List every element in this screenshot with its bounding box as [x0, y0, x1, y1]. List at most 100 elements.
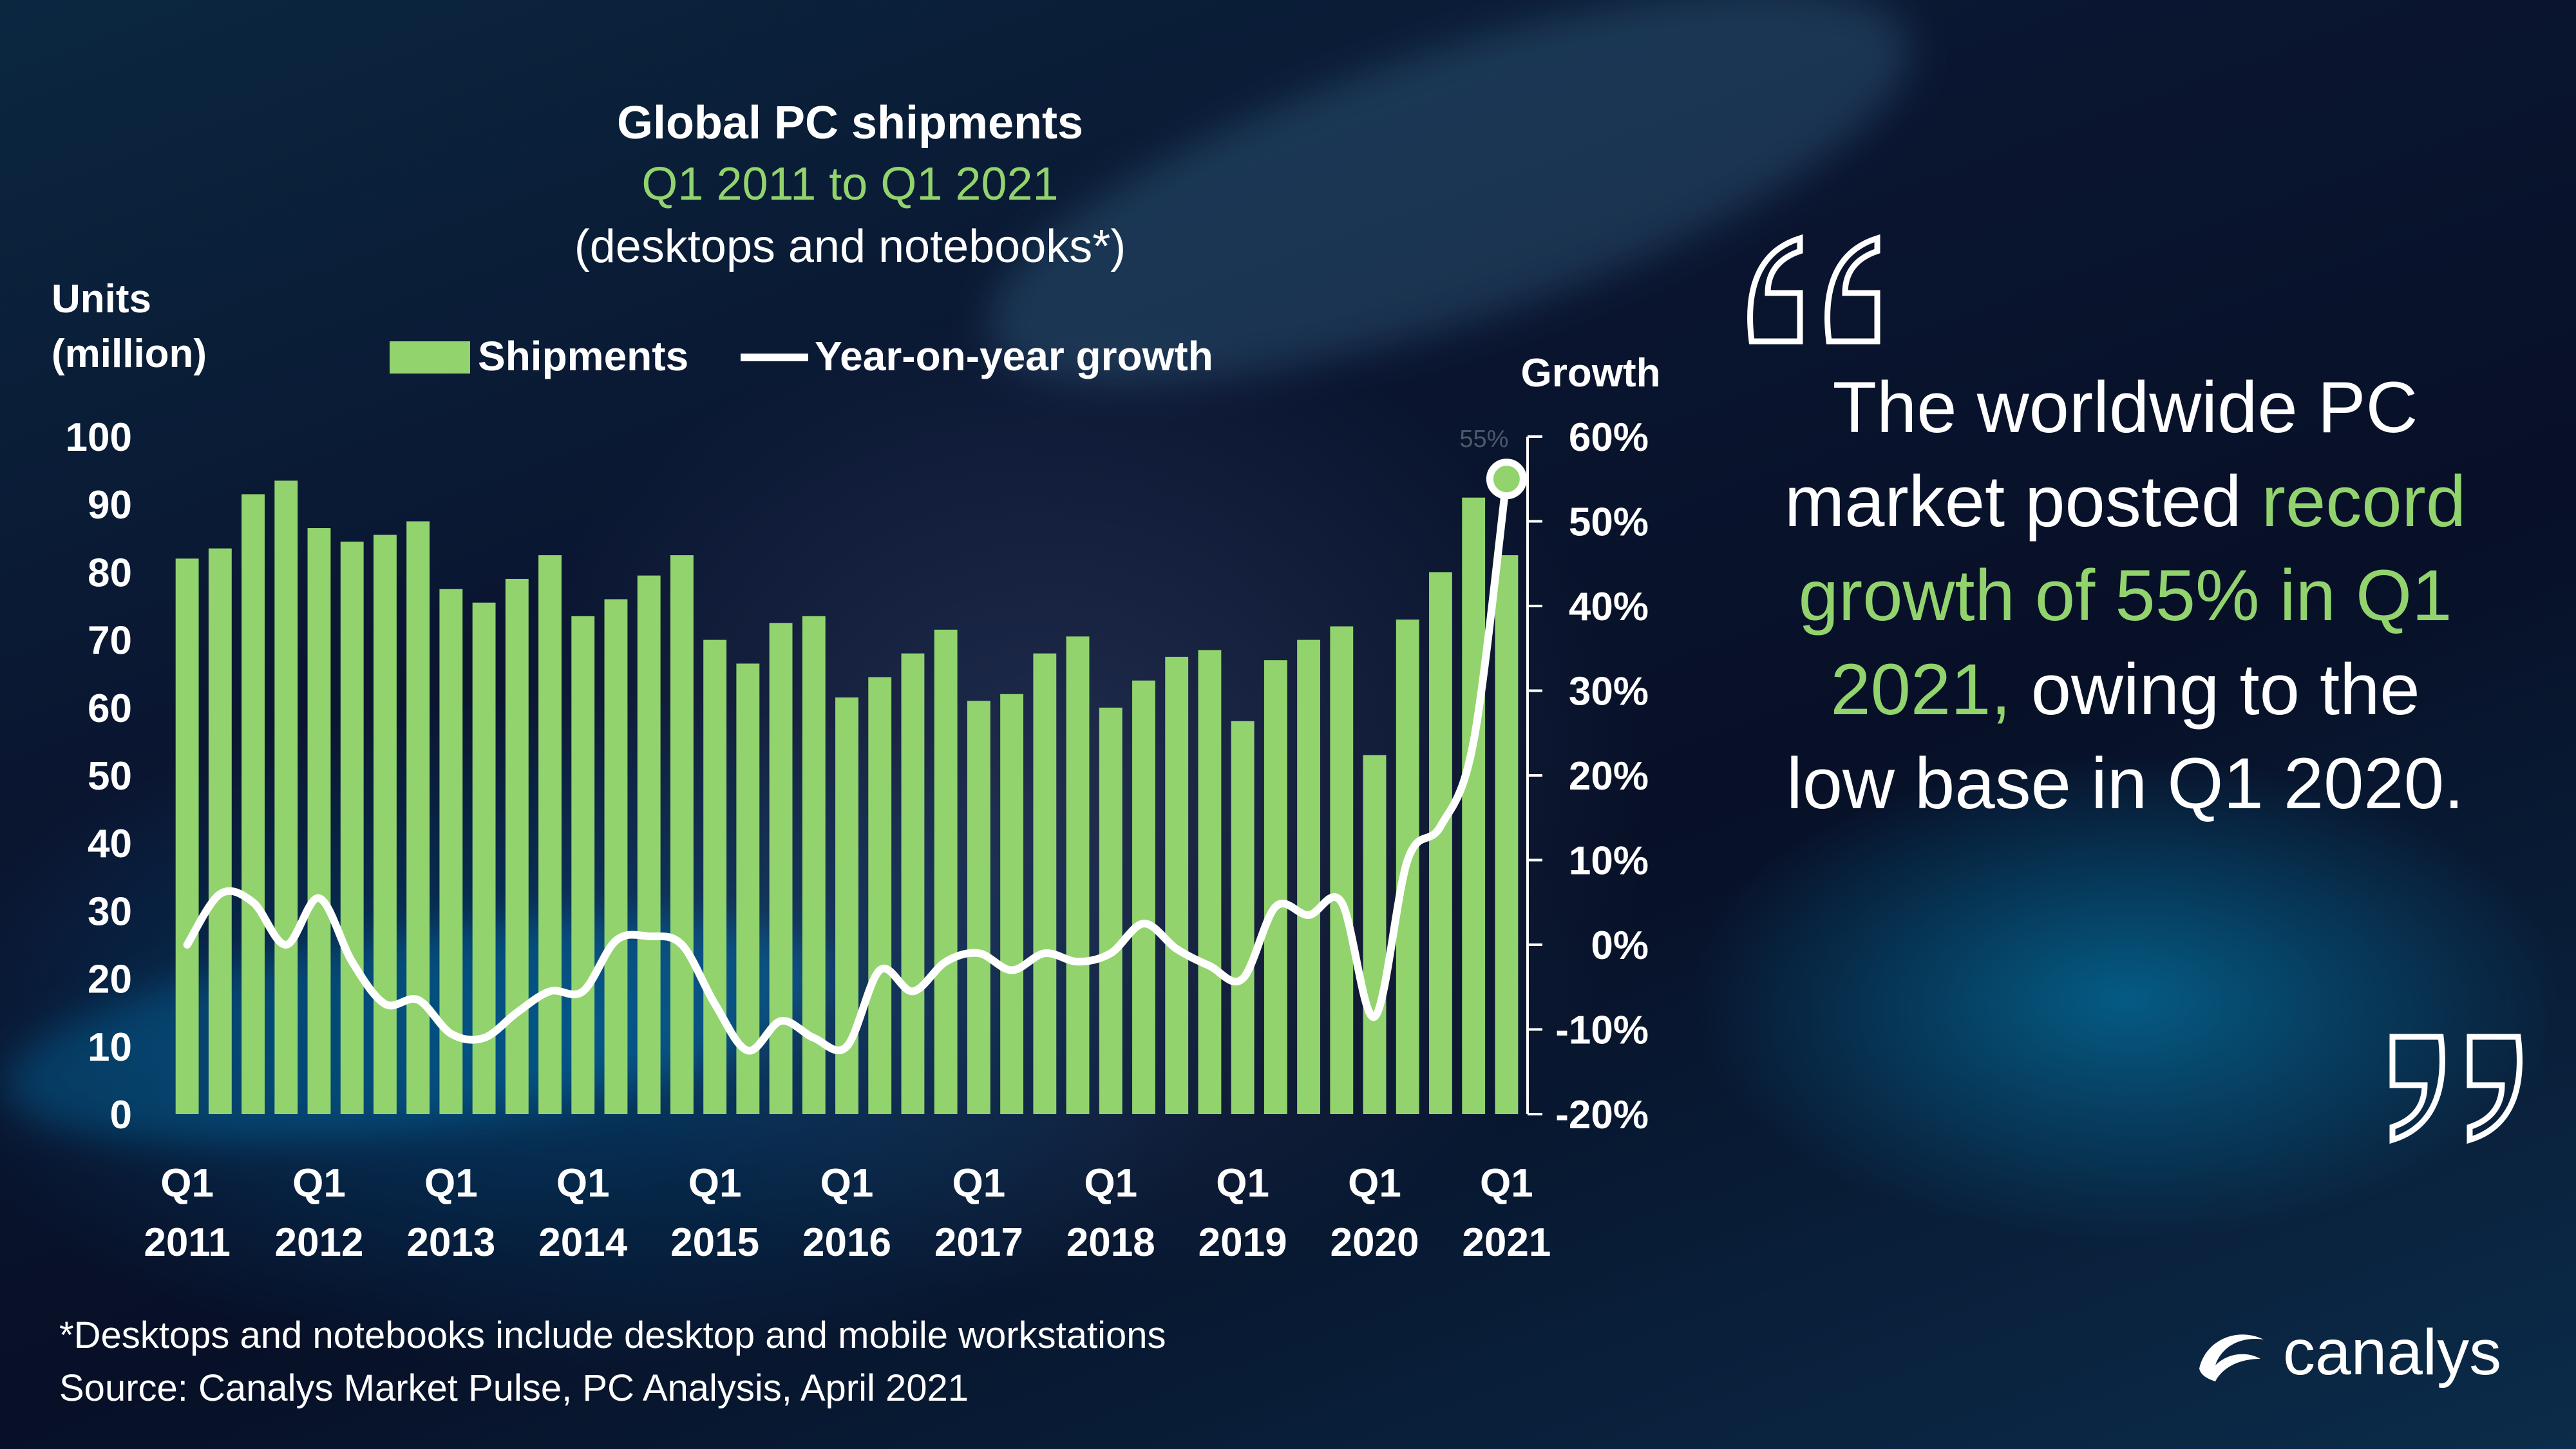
left-axis: 0 10 20 30 40 50 60 70 80 90 100: [66, 415, 132, 1137]
chart-subtitle-note: (desktops and notebooks*): [574, 221, 1126, 272]
bar: [1297, 639, 1320, 1114]
bar: [1033, 653, 1057, 1114]
canalys-logo: canalys: [2193, 1314, 2501, 1391]
y2-tick-label: 40%: [1569, 585, 1649, 629]
bar: [934, 629, 958, 1114]
growth-point-marker: [1486, 459, 1527, 500]
x-tick-year: 2019: [1198, 1220, 1287, 1265]
bar: [242, 494, 265, 1114]
y-tick-label: 30: [88, 889, 132, 934]
x-tick-quarter: Q1: [556, 1161, 610, 1206]
bar: [1165, 656, 1189, 1114]
bar-series: [175, 480, 1519, 1114]
bar: [1363, 755, 1387, 1114]
y-tick-label: 10: [88, 1025, 132, 1070]
x-tick-quarter: Q1: [952, 1161, 1006, 1206]
growth-line: [183, 475, 1511, 1055]
quote-part1: The worldwide PC market posted: [1784, 367, 2418, 542]
x-tick-quarter: Q1: [820, 1161, 874, 1206]
legend-bars-label: Shipments: [478, 333, 688, 379]
quote-text: The worldwide PC market posted record gr…: [1777, 361, 2473, 831]
y-tick-label: 90: [88, 483, 132, 527]
y-tick-label: 50: [88, 754, 132, 799]
y2-tick-label: 10%: [1569, 839, 1649, 884]
bar: [736, 663, 760, 1114]
bar: [637, 575, 661, 1114]
x-tick-year: 2014: [538, 1220, 627, 1265]
quote-part2: owing to the low base in Q1 2020.: [1786, 649, 2465, 824]
bar: [374, 535, 397, 1114]
bar: [307, 528, 331, 1114]
footnote: *Desktops and notebooks include desktop …: [59, 1314, 1166, 1356]
x-tick-quarter: Q1: [292, 1161, 346, 1206]
x-tick-year: 2018: [1066, 1220, 1155, 1265]
source-note: Source: Canalys Market Pulse, PC Analysi…: [59, 1367, 969, 1409]
x-tick-year: 2012: [275, 1220, 364, 1265]
chart-title: Global PC shipments: [616, 97, 1084, 149]
bar: [274, 480, 298, 1114]
bar: [967, 701, 990, 1114]
y2-tick-label: -10%: [1555, 1009, 1649, 1053]
close-quote-icon: [2389, 1034, 2523, 1144]
y-axis-label-line2: (million): [52, 332, 207, 376]
bar: [175, 558, 199, 1114]
bar: [571, 616, 595, 1114]
bar: [1231, 721, 1255, 1114]
bar: [340, 542, 364, 1114]
growth-point-label: 55%: [1459, 426, 1508, 453]
bar: [1000, 694, 1024, 1114]
bar: [1330, 626, 1354, 1114]
y2-tick-label: 60%: [1569, 415, 1649, 460]
x-tick-year: 2021: [1462, 1220, 1551, 1265]
bar: [670, 555, 694, 1114]
x-tick-year: 2020: [1331, 1220, 1419, 1265]
x-tick-quarter: Q1: [688, 1161, 742, 1206]
bar: [208, 548, 232, 1114]
x-tick-quarter: Q1: [1084, 1161, 1137, 1206]
bar: [1066, 636, 1090, 1114]
x-tick-quarter: Q1: [424, 1161, 478, 1206]
x-tick-year: 2011: [144, 1220, 231, 1265]
y2-tick-label: 0%: [1591, 923, 1649, 968]
bar: [1198, 650, 1222, 1114]
bar: [1429, 572, 1452, 1114]
x-axis: Q1 2011 Q1 2012 Q1 2013 Q1 2014 Q1 2015 Q1 2016 Q1 20…: [144, 1161, 1551, 1265]
open-quote-icon: [1747, 234, 1880, 345]
y-tick-label: 100: [66, 415, 132, 460]
chart-subtitle: Q1 2011 to Q1 2021: [641, 158, 1059, 210]
bar: [406, 521, 430, 1114]
y2-tick-label: 50%: [1569, 500, 1649, 545]
canalys-swoosh-icon: [2199, 1334, 2264, 1381]
bar: [538, 555, 562, 1114]
bar: [505, 578, 529, 1114]
bar: [1132, 680, 1155, 1114]
bar: [472, 602, 496, 1114]
x-tick-year: 2017: [934, 1220, 1023, 1265]
x-tick-quarter: Q1: [1480, 1161, 1533, 1206]
y-axis-label-line1: Units: [52, 277, 151, 321]
y2-tick-label: -20%: [1555, 1093, 1649, 1137]
y-tick-label: 60: [88, 687, 132, 731]
y2-axis-label: Growth: [1521, 351, 1661, 395]
x-tick-year: 2016: [802, 1220, 891, 1265]
bar: [1099, 707, 1122, 1114]
bar: [769, 623, 793, 1114]
legend-bars-swatch: [390, 341, 470, 374]
bar: [1462, 497, 1486, 1114]
canalys-logo-text: canalys: [2283, 1316, 2502, 1388]
bar: [1264, 660, 1287, 1114]
y2-tick-label: 30%: [1569, 670, 1649, 714]
y-tick-label: 20: [88, 958, 132, 1002]
right-axis: -20% -10% 0% 10% 20% 30% 40% 50% 60%: [1526, 415, 1649, 1137]
shipments-chart: 0 10 20 30 40 50 60 70 80 90 100 -20% -10% 0% 10% 20% 3…: [52, 277, 1661, 1265]
bar: [703, 639, 727, 1114]
x-tick-year: 2015: [670, 1220, 759, 1265]
annotation-group: 55%: [1459, 426, 1527, 500]
y-tick-label: 40: [88, 822, 132, 866]
quote-highlight: record growth of 55% in Q1 2021,: [1798, 461, 2467, 730]
bar: [868, 677, 892, 1114]
y-tick-label: 70: [88, 619, 132, 663]
legend-line-label: Year-on-year growth: [815, 333, 1213, 379]
bar: [1495, 555, 1519, 1114]
y-tick-label: 0: [110, 1093, 132, 1137]
